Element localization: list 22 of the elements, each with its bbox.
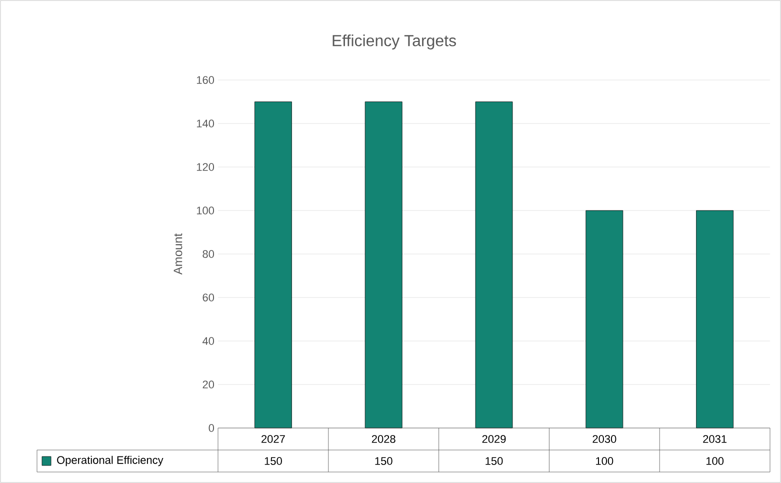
y-axis-title: Amount — [174, 233, 182, 275]
chart-title: Efficiency Targets — [332, 34, 456, 50]
y-tick-label: 120 — [196, 163, 214, 171]
y-tick-label: 20 — [202, 380, 214, 388]
data-label: 100 — [706, 457, 724, 465]
y-tick-label: 60 — [202, 294, 214, 302]
legend-label: Operational Efficiency — [57, 456, 164, 466]
x-tick-label: 2027 — [262, 435, 285, 443]
y-tick-label: 160 — [196, 76, 214, 84]
data-label: 100 — [596, 457, 614, 465]
data-label: 150 — [486, 457, 503, 465]
x-tick-label: 2029 — [482, 435, 506, 443]
y-tick-label: 40 — [202, 337, 214, 345]
y-tick-label: 0 — [208, 424, 214, 432]
y-tick-label: 80 — [202, 250, 214, 258]
x-tick-label: 2031 — [703, 435, 727, 443]
y-tick-label: 140 — [196, 120, 214, 128]
data-label: 150 — [264, 457, 282, 465]
y-tick-label: 100 — [196, 206, 214, 214]
x-tick-label: 2030 — [592, 435, 616, 443]
data-label: 150 — [375, 457, 392, 465]
x-tick-label: 2028 — [372, 435, 396, 443]
